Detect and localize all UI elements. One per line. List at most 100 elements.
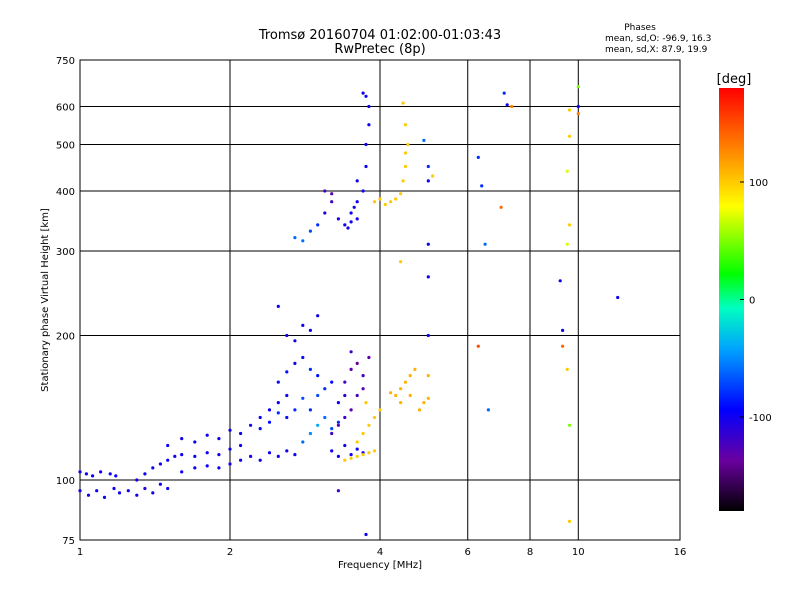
data-point xyxy=(86,493,91,497)
data-point xyxy=(361,387,365,391)
data-point xyxy=(426,164,430,169)
data-point xyxy=(417,408,422,412)
data-point xyxy=(316,314,320,318)
y-axis-label: Stationary phase Virtual Height [km] xyxy=(40,208,51,392)
data-point xyxy=(99,470,103,474)
data-point xyxy=(258,458,262,462)
data-point xyxy=(399,260,403,264)
data-point xyxy=(361,91,365,95)
data-point xyxy=(343,393,347,398)
data-point xyxy=(330,449,334,453)
data-point xyxy=(426,179,430,183)
data-point xyxy=(193,454,197,458)
data-point xyxy=(267,408,272,412)
grid xyxy=(80,60,680,540)
data-point xyxy=(267,451,272,455)
data-point xyxy=(422,401,426,405)
data-point xyxy=(399,387,403,391)
data-point xyxy=(565,242,569,246)
data-point xyxy=(367,104,371,109)
x-axis: 1 2 4 6 8 10 16 xyxy=(77,547,687,558)
data-point xyxy=(258,427,262,431)
data-point xyxy=(285,449,289,453)
data-point xyxy=(166,443,170,448)
colorbar xyxy=(719,88,744,511)
x-tick-label: 8 xyxy=(527,547,533,558)
data-point xyxy=(565,169,569,173)
data-point xyxy=(561,344,565,348)
data-point xyxy=(336,454,340,458)
data-point xyxy=(364,164,368,169)
data-point xyxy=(249,454,253,458)
colorbar-tick-label: -100 xyxy=(749,413,772,424)
data-point xyxy=(343,415,347,420)
data-point xyxy=(480,184,484,188)
x-tick-label: 2 xyxy=(227,547,233,558)
data-point xyxy=(158,462,162,466)
data-point xyxy=(330,192,334,196)
chart-subtitle: RwPretec (8p) xyxy=(334,42,425,57)
data-point xyxy=(308,408,312,412)
data-point xyxy=(355,440,359,444)
colorbar-tick-label: 100 xyxy=(749,178,768,189)
data-point xyxy=(349,456,353,460)
data-point xyxy=(408,393,412,398)
data-point xyxy=(276,380,280,384)
data-point xyxy=(301,396,305,400)
data-point xyxy=(180,437,184,441)
data-point xyxy=(217,466,221,470)
data-point xyxy=(413,367,417,371)
data-point xyxy=(355,217,359,221)
data-point xyxy=(372,200,377,204)
data-point xyxy=(355,393,359,398)
data-point xyxy=(258,415,262,420)
data-point xyxy=(426,374,430,378)
data-point xyxy=(367,423,371,427)
data-point xyxy=(301,355,305,360)
data-point xyxy=(558,279,562,283)
x-tick-label: 6 xyxy=(465,547,471,558)
data-point xyxy=(285,370,289,374)
data-point xyxy=(367,355,371,360)
data-point xyxy=(408,374,412,378)
data-point xyxy=(143,472,147,476)
y-tick-label: 600 xyxy=(56,103,75,114)
phases-title: Phases xyxy=(624,23,656,33)
data-point xyxy=(301,440,305,444)
data-point xyxy=(499,205,503,209)
y-axis: 75 100 200 300 400 500 600 750 xyxy=(56,56,75,547)
data-point xyxy=(383,202,387,207)
data-point xyxy=(394,393,398,398)
data-point xyxy=(308,328,312,332)
colorbar-ticks: -100 0 100 xyxy=(740,178,772,424)
data-point xyxy=(399,401,403,405)
data-point xyxy=(285,393,289,398)
x-axis-label: Frequency [MHz] xyxy=(338,560,422,571)
data-point xyxy=(239,458,243,462)
data-point xyxy=(378,197,382,201)
data-point xyxy=(228,447,232,451)
data-point xyxy=(426,333,430,338)
data-point xyxy=(367,123,371,127)
data-point xyxy=(205,433,209,437)
data-point xyxy=(293,408,297,412)
data-point xyxy=(349,220,353,224)
data-point xyxy=(486,408,490,412)
data-point xyxy=(117,491,122,495)
data-point xyxy=(403,380,408,384)
data-point xyxy=(293,236,297,240)
x-tick-label: 16 xyxy=(674,547,687,558)
data-point xyxy=(316,423,320,427)
data-point xyxy=(180,453,184,457)
data-point xyxy=(308,367,312,371)
plot-frame xyxy=(79,59,681,541)
data-points xyxy=(78,85,620,537)
x-tick-label: 1 xyxy=(77,547,83,558)
data-point xyxy=(576,112,580,116)
data-point xyxy=(158,482,162,486)
data-point xyxy=(561,328,565,332)
data-point xyxy=(316,374,320,378)
data-point xyxy=(565,367,569,371)
data-point xyxy=(372,449,377,453)
data-point xyxy=(267,420,272,424)
